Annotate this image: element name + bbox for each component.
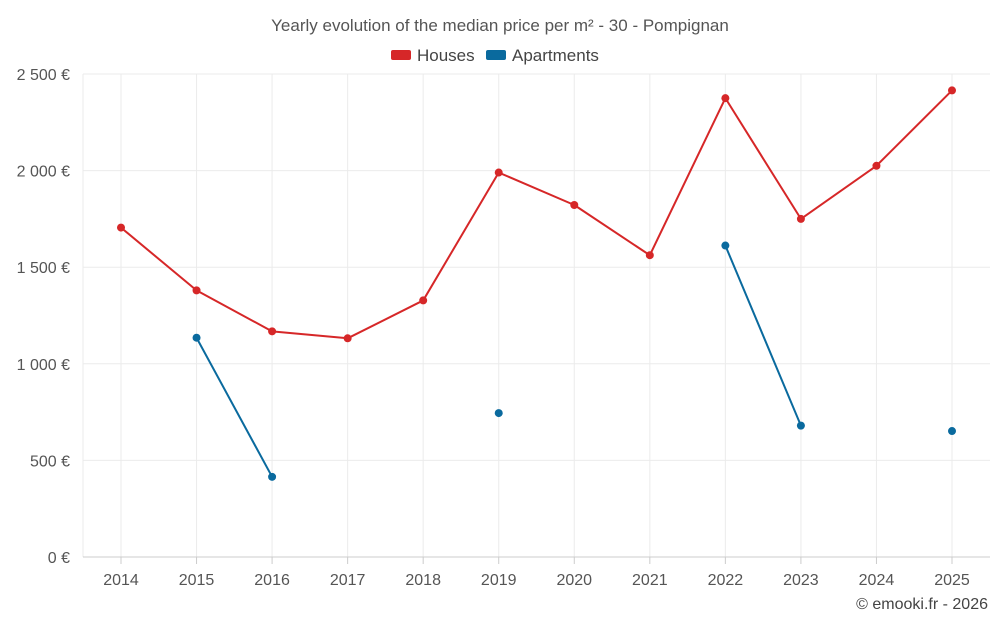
x-tick-label: 2019	[481, 572, 517, 589]
houses-line-segment	[120, 226, 198, 292]
apartments-point-2019[interactable]	[494, 409, 503, 418]
x-tick-label: 2016	[254, 572, 290, 589]
y-tick-label: 1 000 €	[17, 357, 70, 374]
houses-line-segment	[799, 164, 878, 220]
houses-point-2022[interactable]	[721, 94, 730, 103]
apartments-point-2015[interactable]	[192, 333, 201, 342]
apartments-point-2025[interactable]	[948, 427, 956, 436]
y-tick-label: 2 500 €	[17, 67, 70, 84]
credit-text: © emooki.fr - 2026	[856, 596, 988, 613]
apartments-line-segment	[724, 244, 802, 427]
x-tick-label: 2021	[632, 572, 668, 589]
apartments-point-2016[interactable]	[268, 472, 277, 481]
x-tick-label: 2014	[103, 572, 139, 589]
x-tick-label: 2022	[708, 572, 744, 589]
houses-line-segment	[497, 171, 576, 206]
y-tick-label: 500 €	[30, 453, 70, 470]
y-tick-label: 2 000 €	[17, 164, 70, 181]
houses-point-2018[interactable]	[419, 296, 428, 305]
houses-line-segment	[875, 89, 953, 167]
x-tick-label: 2023	[783, 572, 819, 589]
x-tick-label: 2024	[859, 572, 895, 589]
series	[117, 86, 956, 481]
y-tick-label: 0 €	[48, 550, 70, 567]
houses-point-2020[interactable]	[570, 200, 579, 209]
x-tick-label: 2025	[934, 572, 970, 589]
apartments-point-2023[interactable]	[796, 421, 805, 430]
series-apartments	[192, 241, 956, 481]
x-tick-label: 2018	[405, 572, 441, 589]
legend: Houses Apartments	[391, 46, 599, 65]
y-tick-label: 1 500 €	[17, 260, 70, 277]
axes: 0 € 500 € 1 000 € 1 500 € 2 000 € 2 500 € 2014…	[17, 67, 990, 589]
houses-point-2024[interactable]	[872, 161, 881, 170]
legend-swatch-houses	[391, 50, 411, 60]
x-tick-label: 2015	[179, 572, 215, 589]
legend-label-apartments[interactable]: Apartments	[512, 46, 599, 65]
apartments-line-segment	[195, 336, 274, 478]
houses-line-segment	[422, 171, 500, 302]
houses-point-2023[interactable]	[796, 214, 805, 223]
houses-point-2015[interactable]	[192, 286, 201, 295]
series-houses	[117, 86, 956, 343]
houses-line-segment	[271, 330, 349, 340]
houses-line-segment	[195, 289, 274, 333]
houses-line-segment	[648, 97, 727, 257]
houses-point-2021[interactable]	[645, 251, 654, 260]
grid	[83, 73, 990, 557]
legend-label-houses[interactable]: Houses	[417, 46, 475, 65]
houses-point-2016[interactable]	[268, 327, 277, 336]
legend-swatch-apartments	[486, 50, 506, 60]
houses-line-segment	[346, 299, 425, 340]
chart-title: Yearly evolution of the median price per…	[271, 16, 729, 35]
houses-line-segment	[724, 97, 802, 220]
houses-point-2017[interactable]	[343, 334, 352, 343]
houses-point-2019[interactable]	[494, 168, 503, 177]
houses-point-2025[interactable]	[948, 86, 956, 95]
apartments-point-2022[interactable]	[721, 241, 730, 250]
houses-line-segment	[573, 203, 651, 257]
houses-point-2014[interactable]	[117, 223, 125, 232]
x-tick-label: 2017	[330, 572, 366, 589]
x-tick-label: 2020	[556, 572, 592, 589]
